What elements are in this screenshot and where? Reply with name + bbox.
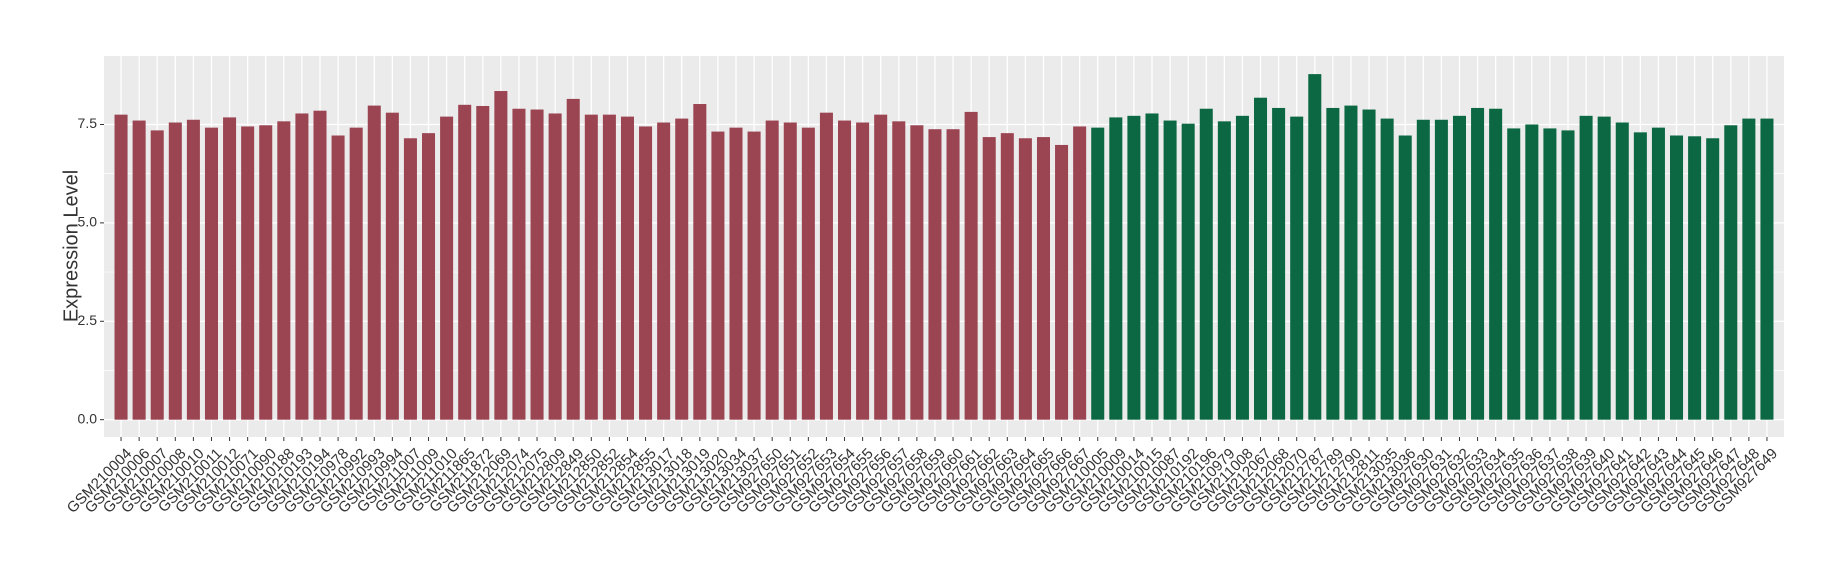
bar bbox=[982, 137, 996, 420]
bar bbox=[1181, 123, 1195, 420]
bar bbox=[711, 131, 725, 420]
bar bbox=[259, 125, 273, 420]
bar bbox=[458, 104, 472, 420]
bar bbox=[639, 126, 653, 420]
bar bbox=[747, 131, 761, 420]
bar bbox=[928, 129, 942, 420]
bar bbox=[367, 105, 381, 420]
bar bbox=[783, 122, 797, 420]
bar bbox=[584, 114, 598, 420]
bar bbox=[204, 127, 218, 420]
bar bbox=[223, 117, 237, 420]
bar bbox=[1073, 126, 1087, 420]
y-tick-label: 2.5 bbox=[78, 312, 98, 328]
bar bbox=[1525, 124, 1539, 420]
bar bbox=[331, 135, 345, 420]
bar bbox=[168, 122, 182, 420]
bar bbox=[620, 116, 634, 420]
y-tick-label: 7.5 bbox=[78, 115, 98, 131]
bar bbox=[1235, 115, 1249, 420]
bar bbox=[856, 122, 870, 420]
bar bbox=[385, 112, 399, 420]
bar bbox=[1362, 109, 1376, 420]
bar bbox=[530, 109, 544, 420]
bar bbox=[1145, 113, 1159, 420]
bar bbox=[1217, 121, 1231, 420]
bar bbox=[313, 110, 327, 420]
bar bbox=[946, 129, 960, 420]
bar bbox=[1507, 128, 1521, 420]
bar bbox=[1597, 116, 1611, 420]
bar bbox=[602, 114, 616, 420]
bar bbox=[1742, 118, 1756, 420]
bar bbox=[1434, 119, 1448, 420]
bar bbox=[1254, 97, 1268, 420]
bar bbox=[1308, 74, 1322, 420]
bar bbox=[349, 127, 363, 420]
bar bbox=[675, 118, 689, 420]
bar bbox=[1543, 128, 1557, 420]
bar bbox=[729, 127, 743, 420]
bar bbox=[512, 108, 526, 420]
bar bbox=[1398, 135, 1412, 420]
bar bbox=[1055, 144, 1069, 420]
bar bbox=[494, 91, 508, 420]
bar bbox=[1416, 119, 1430, 420]
bar bbox=[1109, 117, 1123, 420]
bar bbox=[1633, 132, 1647, 420]
bar bbox=[1127, 115, 1141, 420]
bar bbox=[1000, 133, 1014, 420]
bar bbox=[892, 121, 906, 420]
bar bbox=[964, 111, 978, 420]
bar bbox=[132, 120, 146, 420]
bar bbox=[295, 113, 309, 420]
bar bbox=[422, 133, 436, 420]
y-axis-title: Expression Level bbox=[60, 170, 82, 322]
bar bbox=[1615, 122, 1629, 420]
bar bbox=[1688, 136, 1702, 420]
bar bbox=[1670, 135, 1684, 420]
bar bbox=[819, 112, 833, 420]
bar bbox=[476, 105, 490, 420]
bar bbox=[1561, 130, 1575, 420]
bar bbox=[150, 130, 164, 420]
bar bbox=[1091, 127, 1105, 420]
bar bbox=[1579, 115, 1593, 420]
bar bbox=[1724, 125, 1738, 420]
bar bbox=[1489, 108, 1503, 420]
bar bbox=[693, 104, 707, 420]
y-tick-label: 5.0 bbox=[78, 214, 98, 230]
bar bbox=[1036, 137, 1050, 420]
bar bbox=[440, 116, 454, 420]
bar bbox=[114, 114, 128, 420]
bar bbox=[1018, 138, 1032, 420]
bar bbox=[1452, 115, 1466, 420]
bar bbox=[657, 122, 671, 420]
bar bbox=[1380, 118, 1394, 420]
bar bbox=[910, 125, 924, 420]
bar bbox=[403, 138, 417, 420]
bar bbox=[1290, 116, 1304, 420]
bar bbox=[241, 126, 255, 420]
bar bbox=[1326, 107, 1340, 420]
bar bbox=[765, 120, 779, 420]
bar bbox=[801, 127, 815, 420]
bar bbox=[1651, 127, 1665, 420]
bar bbox=[1706, 138, 1720, 420]
bar bbox=[566, 98, 580, 420]
bar bbox=[186, 119, 200, 420]
bar bbox=[838, 120, 852, 420]
bar bbox=[874, 114, 888, 420]
bar bbox=[1471, 107, 1485, 420]
bar bbox=[277, 121, 291, 420]
y-tick-label: 0.0 bbox=[78, 410, 98, 426]
bar bbox=[1199, 108, 1213, 420]
bar bbox=[1272, 107, 1286, 420]
bar bbox=[548, 113, 562, 420]
bar bbox=[1760, 118, 1774, 420]
bar bbox=[1163, 120, 1177, 420]
bar bbox=[1344, 105, 1358, 420]
plot-panel bbox=[104, 56, 1784, 437]
